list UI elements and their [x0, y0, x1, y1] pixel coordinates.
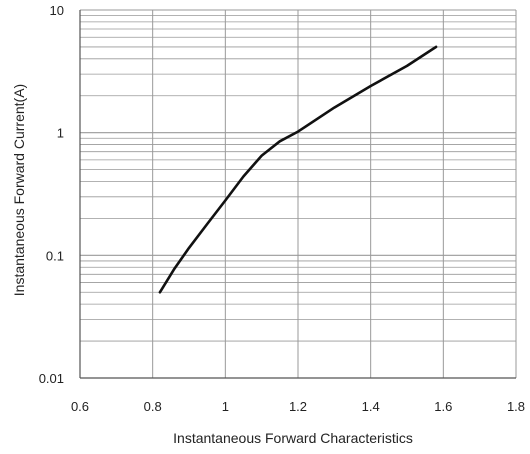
x-tick-label: 1.8: [507, 399, 525, 414]
grid-lines: [79, 9, 517, 379]
x-tick-label: 1.4: [362, 399, 380, 414]
y-tick-label: 1: [57, 126, 64, 141]
y-axis-title: Instantaneous Forward Current(A): [11, 84, 27, 296]
y-tick-label: 10: [50, 3, 64, 18]
series-group: [158, 45, 438, 294]
x-tick-labels: 0.6 0.8 1 1.2 1.4 1.6 1.8: [71, 399, 525, 414]
y-tick-labels: 0.01 0.1 1 10: [39, 3, 64, 386]
x-tick-label: 1.6: [434, 399, 452, 414]
x-tick-label: 1.2: [289, 399, 307, 414]
y-tick-label: 0.1: [46, 248, 64, 263]
x-tick-label: 0.8: [144, 399, 162, 414]
y-tick-label: 0.01: [39, 371, 64, 386]
x-axis-title: Instantaneous Forward Characteristics: [173, 430, 413, 446]
series-line: [158, 45, 438, 294]
x-tick-label: 0.6: [71, 399, 89, 414]
x-tick-label: 1: [222, 399, 229, 414]
